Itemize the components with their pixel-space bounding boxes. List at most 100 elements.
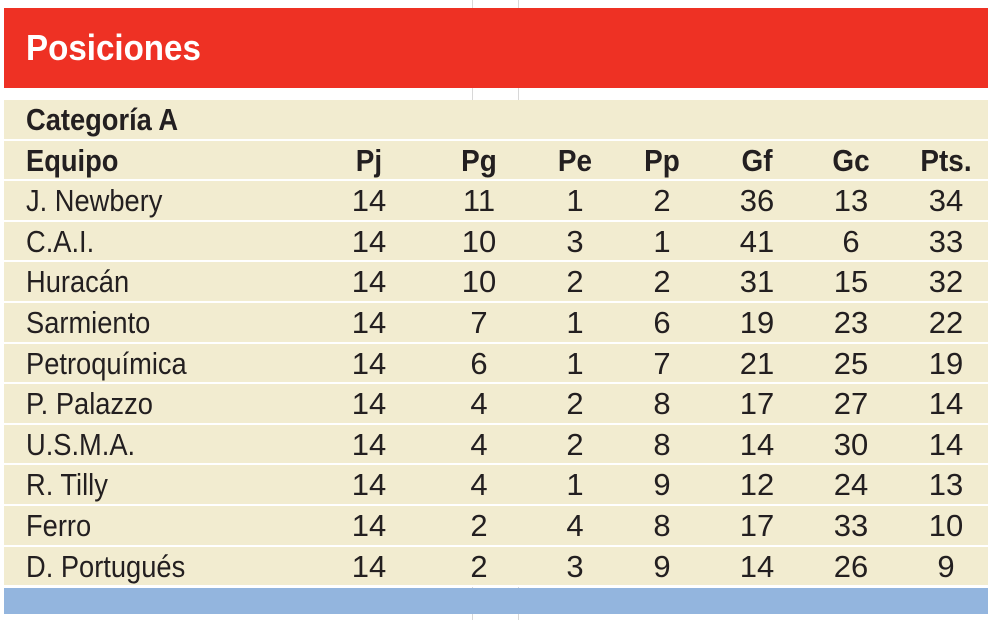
cell-pe: 2 [566,264,584,300]
cell-pts: 34 [928,183,964,219]
cell-gc: 13 [833,183,869,219]
cell-pp: 9 [653,467,671,503]
cell-pg: 2 [470,548,488,584]
cell-pj: 14 [351,467,387,503]
cell-pp: 6 [653,304,671,340]
cell-pe: 1 [566,304,584,340]
table-row: P. Palazzo 14 4 2 8 17 27 14 [4,384,988,425]
cell-pts: 9 [937,548,955,584]
table-row: D. Portugués 14 2 3 9 14 26 9 [4,546,988,588]
cell-pe: 1 [566,467,584,503]
cell-pe: 1 [566,183,584,219]
column-header-equipo: Equipo [26,142,119,178]
team-name: U.S.M.A. [26,426,136,462]
cell-gc: 23 [833,304,869,340]
cell-pg: 7 [470,304,488,340]
table-row: Petroquímica 14 6 1 7 21 25 19 [4,343,988,385]
cell-pg: 10 [461,223,497,259]
cell-pg: 6 [470,345,488,381]
cell-pe: 2 [566,426,584,462]
cell-pp: 9 [653,548,671,584]
cell-pts: 32 [928,264,964,300]
title-bar: Posiciones [4,8,988,88]
cell-pj: 14 [351,386,387,422]
cell-pj: 14 [351,183,387,219]
table-row: J. Newbery 14 11 1 2 36 13 34 [4,181,988,222]
category-label: Categoría A [26,102,179,137]
table-row: Huracán 14 10 2 2 31 15 32 [4,262,988,303]
cell-pts: 10 [928,507,964,543]
cell-pts: 19 [928,345,964,381]
cell-gc: 15 [833,264,869,300]
table-row: U.S.M.A. 14 4 2 8 14 30 14 [4,424,988,466]
cell-pe: 1 [566,345,584,381]
team-name: P. Palazzo [26,386,153,422]
cell-pj: 14 [351,264,387,300]
cell-gf: 41 [739,223,775,259]
cell-gc: 27 [833,386,869,422]
team-name: Sarmiento [26,304,151,340]
cell-gf: 12 [739,467,775,503]
cell-pe: 3 [566,548,584,584]
cell-pp: 8 [653,507,671,543]
table-row: Sarmiento 14 7 1 6 19 23 22 [4,302,988,344]
column-header-pg: Pg [461,142,497,178]
standings-table: Categoría A Equipo Pj Pg Pe Pp Gf Gc Pts… [4,100,988,588]
footer-bar [4,588,988,614]
cell-pg: 11 [462,183,496,219]
team-name: J. Newbery [26,183,163,219]
cell-pg: 2 [470,507,488,543]
cell-pts: 14 [928,426,964,462]
cell-pp: 8 [653,386,671,422]
cell-pts: 14 [928,386,964,422]
page-title: Posiciones [26,27,201,68]
team-name: Ferro [26,507,92,543]
cell-pp: 2 [653,183,671,219]
cell-pj: 14 [351,223,387,259]
cell-gf: 17 [739,507,775,543]
table-row: C.A.I. 14 10 3 1 41 6 33 [4,221,988,263]
cell-pg: 4 [470,426,488,462]
team-name: Petroquímica [26,345,187,381]
cell-gf: 31 [739,264,775,300]
cell-gf: 14 [739,426,775,462]
cell-pe: 4 [566,507,584,543]
column-header-gf: Gf [741,142,773,178]
cell-gf: 14 [739,548,775,584]
cell-gf: 21 [739,345,775,381]
cell-gf: 36 [739,183,775,219]
cell-pj: 14 [351,507,387,543]
cell-pg: 4 [470,467,488,503]
table-row: Ferro 14 2 4 8 17 33 10 [4,505,988,547]
category-row: Categoría A [4,100,988,141]
team-name: C.A.I. [26,223,95,259]
cell-gc: 25 [833,345,869,381]
cell-pp: 1 [653,223,671,259]
column-header-pe: Pe [557,142,593,178]
column-header-gc: Gc [832,142,870,178]
cell-pts: 22 [928,304,964,340]
cell-pj: 14 [351,304,387,340]
cell-pp: 7 [653,345,671,381]
cell-pj: 14 [351,345,387,381]
column-header-pp: Pp [644,142,680,178]
column-header-pj: Pj [355,142,383,178]
team-name: D. Portugués [26,548,186,584]
cell-pe: 2 [566,386,584,422]
cell-gc: 26 [833,548,869,584]
cell-gc: 33 [833,507,869,543]
cell-gf: 19 [739,304,775,340]
cell-gc: 6 [842,223,860,259]
table-row: R. Tilly 14 4 1 9 12 24 13 [4,465,988,506]
team-name: R. Tilly [26,467,108,503]
cell-pj: 14 [351,548,387,584]
cell-pe: 3 [566,223,584,259]
cell-pj: 14 [351,426,387,462]
cell-pts: 33 [928,223,964,259]
cell-pg: 4 [470,386,488,422]
team-name: Huracán [26,264,130,300]
table-header-row: Equipo Pj Pg Pe Pp Gf Gc Pts. [4,140,988,182]
cell-pp: 2 [653,264,671,300]
cell-gf: 17 [739,386,775,422]
